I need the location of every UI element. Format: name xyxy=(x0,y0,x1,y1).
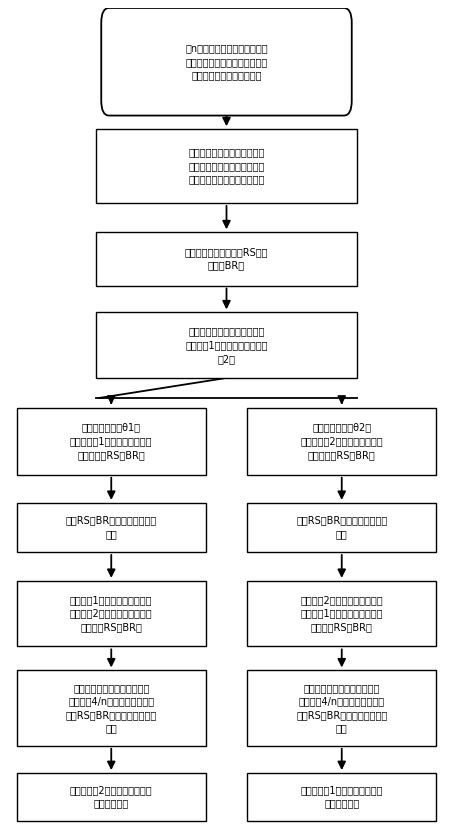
FancyBboxPatch shape xyxy=(247,670,436,746)
Text: 去除所有前额至双耳范围内电
极数小于4/n的位置数据后，再
根据RS、BR值筛选最优电极位
置。: 去除所有前额至双耳范围内电 极数小于4/n的位置数据后，再 根据RS、BR值筛选… xyxy=(296,683,387,733)
FancyBboxPatch shape xyxy=(17,581,206,646)
Text: 采用相对激励模式，相邻测量
模式采集边界电压，计算灵敏
度矩阵并进行初始图像重建。: 采用相对激励模式，相邻测量 模式采集边界电压，计算灵敏 度矩阵并进行初始图像重建… xyxy=(188,147,265,184)
Text: 固定电极组1到最优位置，结束
本区域优化。: 固定电极组1到最优位置，结束 本区域优化。 xyxy=(300,785,383,809)
FancyBboxPatch shape xyxy=(101,8,352,116)
FancyBboxPatch shape xyxy=(17,773,206,820)
Text: 根据RS、BR值筛选最优电极位
置。: 根据RS、BR值筛选最优电极位 置。 xyxy=(66,515,157,539)
FancyBboxPatch shape xyxy=(17,503,206,552)
Text: 将电极组1固定到最优位置。加
长电极组2的间隔弧长。同时计
算并保留RS和BR。: 将电极组1固定到最优位置。加 长电极组2的间隔弧长。同时计 算并保留RS和BR。 xyxy=(70,595,153,632)
Text: 若病变区域位于θ1，
缩短电极组1的间隔弧长。同时
计算并保留RS和BR。: 若病变区域位于θ1， 缩短电极组1的间隔弧长。同时 计算并保留RS和BR。 xyxy=(70,422,153,460)
Text: 去除所有双耳至后枕范围内电
极数小于4/n的位置数据后，再
根据RS、BR值筛选最优电极位
置。: 去除所有双耳至后枕范围内电 极数小于4/n的位置数据后，再 根据RS、BR值筛选… xyxy=(66,683,157,733)
Text: 计算并保留相对灵敏度RS、模
糊半径BR。: 计算并保留相对灵敏度RS、模 糊半径BR。 xyxy=(185,247,268,271)
Text: 若病变区域位于θ2，
缩短电极组2的间隔弧长。同时
计算并保留RS和BR。: 若病变区域位于θ2， 缩短电极组2的间隔弧长。同时 计算并保留RS和BR。 xyxy=(300,422,383,460)
Text: 根据RS、BR值筛选最优电极位
置。: 根据RS、BR值筛选最优电极位 置。 xyxy=(296,515,387,539)
FancyBboxPatch shape xyxy=(17,670,206,746)
FancyBboxPatch shape xyxy=(96,129,357,203)
Text: 将n个电极等间隔弧长放置在头
部周围，在前额与后枕中心各放
置一个电极作为固定电极。: 将n个电极等间隔弧长放置在头 部周围，在前额与后枕中心各放 置一个电极作为固定电… xyxy=(185,44,268,80)
FancyBboxPatch shape xyxy=(247,503,436,552)
FancyBboxPatch shape xyxy=(17,407,206,475)
FancyBboxPatch shape xyxy=(96,232,357,286)
Text: 将前额至双耳范围内的电极定
为电极组1，其余电极定为电极
组2。: 将前额至双耳范围内的电极定 为电极组1，其余电极定为电极 组2。 xyxy=(185,327,268,364)
Text: 将电极组2固定到最优位置。加
长电极组1的间隔弧长。同时计
算并保留RS和BR。: 将电极组2固定到最优位置。加 长电极组1的间隔弧长。同时计 算并保留RS和BR。 xyxy=(300,595,383,632)
FancyBboxPatch shape xyxy=(247,773,436,820)
FancyBboxPatch shape xyxy=(96,313,357,378)
Text: 固定电极组2到最优位置，结束
本区域优化。: 固定电极组2到最优位置，结束 本区域优化。 xyxy=(70,785,153,809)
FancyBboxPatch shape xyxy=(247,581,436,646)
FancyBboxPatch shape xyxy=(247,407,436,475)
